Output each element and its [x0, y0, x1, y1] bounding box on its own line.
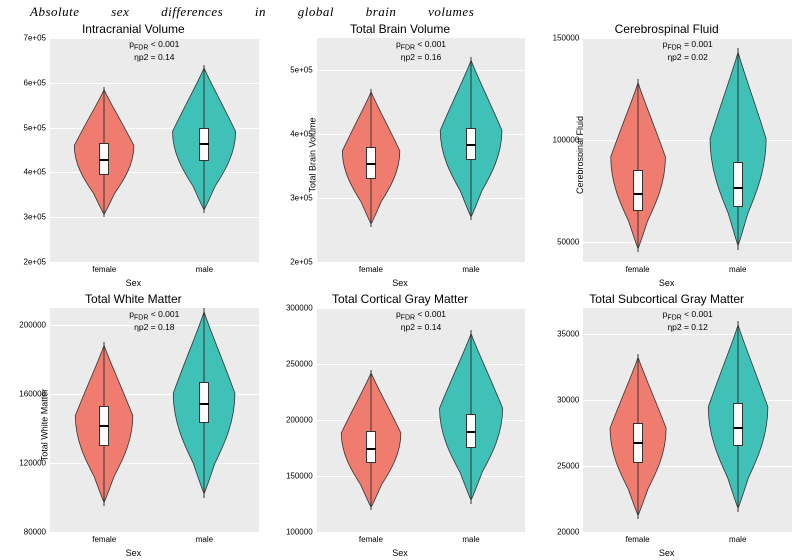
violin-male: [421, 308, 521, 532]
x-axis-label: Sex: [126, 548, 142, 558]
plot-area: 80000120000160000200000pFDR < 0.001ηp2 =…: [50, 308, 259, 532]
y-tick-label: 30000: [557, 396, 583, 405]
violin-female: [54, 38, 154, 262]
violin-male: [154, 308, 254, 532]
y-tick-label: 35000: [557, 330, 583, 339]
y-axis-label: Total White Matter: [39, 389, 49, 462]
x-tick-label: male: [196, 532, 213, 544]
x-tick-label: female: [626, 532, 650, 544]
y-tick-label: 5e+05: [24, 123, 50, 132]
box: [366, 431, 376, 462]
violin-female: [321, 308, 421, 532]
y-tick-label: 150000: [553, 34, 584, 43]
y-tick-label: 200000: [19, 321, 50, 330]
panel-title: Total Subcortical Gray Matter: [533, 292, 800, 306]
x-axis-label: Sex: [126, 278, 142, 288]
gridline: [317, 262, 526, 263]
box: [733, 162, 743, 207]
box: [633, 170, 643, 211]
plot-area: 50000100000150000pFDR = 0.001ηp2 = 0.02f…: [583, 38, 792, 262]
violin-male: [421, 38, 521, 262]
y-tick-label: 150000: [286, 472, 317, 481]
y-tick-label: 3e+05: [290, 194, 316, 203]
plot-area: 2e+053e+054e+055e+05pFDR < 0.001ηp2 = 0.…: [317, 38, 526, 262]
box: [733, 403, 743, 446]
x-tick-label: male: [196, 262, 213, 274]
violin-male: [154, 38, 254, 262]
median-line: [466, 144, 476, 146]
plot-area: 20000250003000035000pFDR < 0.001ηp2 = 0.…: [583, 308, 792, 532]
y-tick-label: 4e+05: [290, 130, 316, 139]
violin-male: [688, 38, 788, 262]
gridline: [50, 262, 259, 263]
median-line: [99, 425, 109, 427]
y-tick-label: 100000: [553, 135, 584, 144]
x-tick-label: male: [729, 532, 746, 544]
x-tick-label: female: [626, 262, 650, 274]
y-tick-label: 4e+05: [24, 168, 50, 177]
chart-panel: Total Subcortical Gray MatterTotal Subco…: [533, 290, 800, 560]
y-tick-label: 3e+05: [24, 213, 50, 222]
chart-panel: Total White Matter Total White Matter Sex 8…: [0, 290, 267, 560]
median-line: [366, 163, 376, 165]
x-tick-label: female: [359, 532, 383, 544]
panel-grid: Intracranial VolumeIntracranial Brain Vo…: [0, 20, 800, 560]
y-tick-label: 250000: [286, 360, 317, 369]
gridline: [317, 532, 526, 533]
median-line: [733, 427, 743, 429]
x-axis-label: Sex: [392, 278, 408, 288]
median-line: [633, 442, 643, 444]
chart-panel: Total Brain VolumeTotal Brain VolumeSex2…: [267, 20, 534, 290]
y-tick-label: 200000: [286, 416, 317, 425]
x-tick-label: male: [462, 532, 479, 544]
x-axis-label: Sex: [659, 278, 675, 288]
page-title: Absolute sex differences in global brain…: [0, 0, 800, 20]
x-tick-label: male: [462, 262, 479, 274]
violin-male: [688, 308, 788, 532]
y-tick-label: 7e+05: [24, 34, 50, 43]
chart-panel: Total Cortical Gray MatterTotal Cortical…: [267, 290, 534, 560]
violin-female: [54, 308, 154, 532]
y-tick-label: 100000: [286, 528, 317, 537]
x-tick-label: female: [92, 262, 116, 274]
y-tick-label: 6e+05: [24, 78, 50, 87]
chart-panel: Cerebrospinal FluidCerebrospinal FluidSe…: [533, 20, 800, 290]
median-line: [366, 448, 376, 450]
median-line: [199, 143, 209, 145]
x-axis-label: Sex: [392, 548, 408, 558]
violin-female: [321, 38, 421, 262]
median-line: [466, 431, 476, 433]
panel-title: Total Brain Volume: [267, 22, 534, 36]
plot-area: 100000150000200000250000300000pFDR < 0.0…: [317, 308, 526, 532]
median-line: [633, 193, 643, 195]
whisker: [737, 48, 738, 250]
y-tick-label: 50000: [557, 237, 583, 246]
whisker: [637, 79, 638, 252]
x-tick-label: female: [92, 532, 116, 544]
x-axis-label: Sex: [659, 548, 675, 558]
y-tick-label: 120000: [19, 459, 50, 468]
y-tick-label: 25000: [557, 462, 583, 471]
y-tick-label: 5e+05: [290, 66, 316, 75]
y-tick-label: 20000: [557, 528, 583, 537]
violin-female: [588, 308, 688, 532]
chart-panel: Intracranial VolumeIntracranial Brain Vo…: [0, 20, 267, 290]
median-line: [733, 187, 743, 189]
panel-title: Total White Matter: [0, 292, 267, 306]
y-tick-label: 300000: [286, 304, 317, 313]
x-tick-label: male: [729, 262, 746, 274]
y-tick-label: 80000: [24, 528, 50, 537]
y-tick-label: 2e+05: [290, 258, 316, 267]
median-line: [99, 159, 109, 161]
gridline: [50, 532, 259, 533]
y-tick-label: 2e+05: [24, 258, 50, 267]
y-tick-label: 160000: [19, 390, 50, 399]
violin-female: [588, 38, 688, 262]
median-line: [199, 403, 209, 405]
x-tick-label: female: [359, 262, 383, 274]
plot-area: 2e+053e+054e+055e+056e+057e+05pFDR < 0.0…: [50, 38, 259, 262]
gridline: [583, 532, 792, 533]
